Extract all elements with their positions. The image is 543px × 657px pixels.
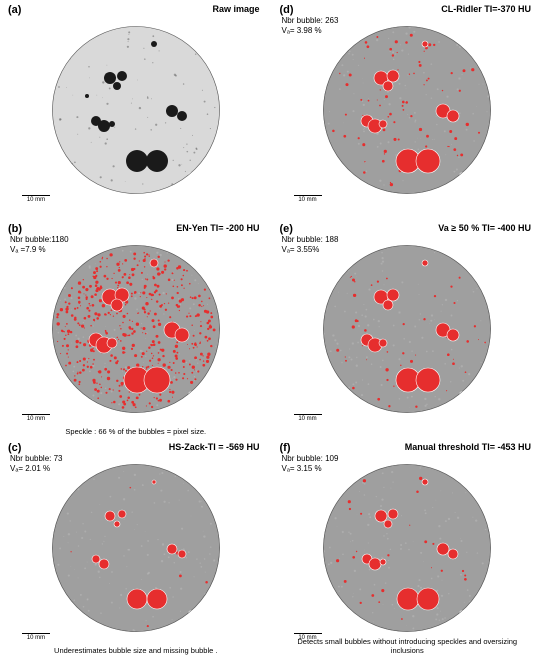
panel-caption: Detects small bubbles without introducin… [285, 637, 529, 655]
panel-title: CL-Ridler TI=-370 HU [441, 4, 531, 14]
scalebar: 10 mm [22, 195, 50, 205]
stats-line1: Nbr bubble: 109 [282, 454, 339, 464]
panel-letter: (c) [8, 442, 21, 454]
scalebar-label: 10 mm [22, 416, 50, 422]
sample-image [323, 26, 491, 194]
panel-letter: (d) [280, 4, 294, 16]
panel-c: (c)HS-Zack-TI = -569 HUNbr bubble: 73Vₐ=… [0, 438, 272, 657]
scalebar: 10 mm [294, 414, 322, 424]
panel-letter: (e) [280, 223, 293, 235]
scalebar-label: 10 mm [294, 197, 322, 203]
panel-b: (b)EN-Yen TI= -200 HUNbr bubble:1180Vₐ =… [0, 219, 272, 438]
panel-title: Raw image [212, 4, 259, 14]
scalebar-label: 10 mm [294, 416, 322, 422]
panel-title: Manual threshold TI= -453 HU [405, 442, 531, 452]
stats-line1: Nbr bubble:1180 [10, 235, 69, 245]
sample-image [52, 245, 220, 413]
scalebar-label: 10 mm [22, 197, 50, 203]
sample-image [323, 464, 491, 632]
scalebar-label: 10 mm [22, 635, 50, 641]
panel-title: EN-Yen TI= -200 HU [176, 223, 259, 233]
panel-title: Va ≥ 50 % TI= -400 HU [438, 223, 531, 233]
panel-caption: Speckle : 66 % of the bubbles = pixel si… [14, 427, 258, 436]
scalebar: 10 mm [22, 414, 50, 424]
panel-a: (a) Raw image 10 mm [0, 0, 272, 219]
figure-grid: (a) Raw image 10 mm (d) CL-Ridler TI=-370 HU… [0, 0, 543, 657]
panel-caption: Underestimates bubble size and missing b… [14, 646, 258, 655]
sample-image [52, 26, 220, 194]
stats-line1: Nbr bubble: 188 [282, 235, 339, 245]
panel-f: (f) Manual threshold TI= -453 HU Nbr bubbl… [272, 438, 543, 657]
panel-title: HS-Zack-TI = -569 HU [169, 442, 260, 452]
stats-line1: Nbr bubble: 73 [10, 454, 62, 464]
stats-line1: Nbr bubble: 263 [282, 16, 339, 26]
panel-e: (e)Va ≥ 50 % TI= -400 HUNbr bubble: 188V… [272, 219, 543, 438]
panel-letter: (b) [8, 223, 22, 235]
scalebar: 10 mm [22, 633, 50, 643]
scalebar: 10 mm [294, 195, 322, 205]
panel-d: (d)CL-Ridler TI=-370 HUNbr bubble: 263Vₐ… [272, 0, 543, 219]
sample-image [323, 245, 491, 413]
sample-image [52, 464, 220, 632]
panel-letter: (a) [8, 4, 21, 16]
panel-letter: (f) [280, 442, 291, 454]
